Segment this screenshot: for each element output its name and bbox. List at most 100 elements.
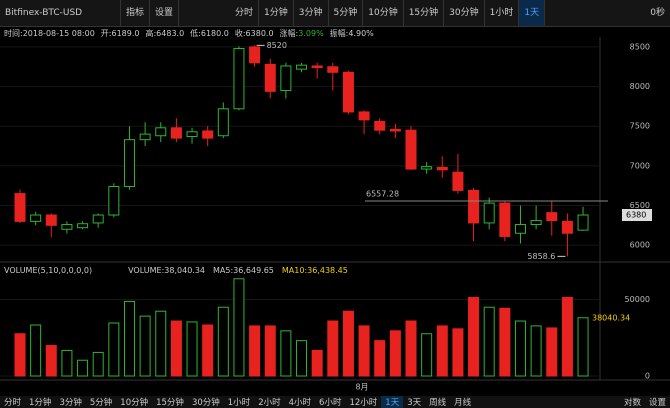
volume-bar — [155, 310, 167, 377]
volume-bar — [186, 321, 198, 377]
high-label: 8520 — [267, 41, 287, 50]
symbol[interactable]: Bitfinex-BTC-USD — [0, 0, 121, 26]
volume-ma5: MA5:36,649.65 — [213, 265, 274, 275]
volume-bar — [108, 322, 120, 377]
candle-body — [280, 65, 292, 92]
candle-body — [217, 108, 229, 137]
low-label: 5858.6 — [527, 252, 555, 261]
candle-body — [405, 129, 417, 170]
volume-tick-label: 0 — [645, 372, 650, 381]
bottom-tab[interactable]: 分时 — [4, 398, 22, 408]
bottom-tab[interactable]: 月线 — [454, 398, 472, 408]
candle-body — [546, 212, 558, 222]
y-tick-label: 6000 — [630, 241, 650, 250]
candle-body — [30, 214, 42, 222]
info-close: 收:6380.0 — [234, 28, 274, 38]
bottom-tab[interactable]: 1分钟 — [29, 398, 52, 408]
indicators-button[interactable]: 指标 — [121, 0, 151, 26]
settings-button[interactable]: 设置 — [150, 0, 180, 26]
change-value: 3.09% — [298, 28, 324, 38]
candle-body — [499, 202, 511, 237]
volume-bar — [483, 306, 495, 377]
bottom-tab[interactable]: 3天 — [407, 398, 422, 408]
bottom-tab[interactable]: 1小时 — [227, 398, 251, 408]
volume-bar — [436, 325, 448, 377]
volume-ma10: MA10:36,438.45 — [281, 265, 348, 275]
period-tab[interactable]: 5分钟 — [329, 0, 364, 26]
candle-body — [514, 224, 526, 234]
period-tab[interactable]: 分时 — [230, 0, 260, 26]
volume-bar — [249, 325, 261, 377]
bottom-right-button[interactable]: 对数 — [623, 398, 641, 408]
info-bar: 时间:2018-08-15 08:00 开:6189.0 高:6483.0 低:… — [0, 27, 374, 39]
bottom-tab[interactable]: 30分钟 — [191, 398, 220, 408]
period-tab[interactable]: 1分钟 — [259, 0, 294, 26]
bottom-tab[interactable]: 3分钟 — [59, 398, 82, 408]
bottom-tab[interactable]: 10分钟 — [120, 398, 149, 408]
toolbar: Bitfinex-BTC-USD 指标 设置 分时 1分钟 3分钟 5分钟 10分钟 15… — [0, 0, 670, 27]
volume-bar — [405, 320, 417, 377]
candle-body — [327, 66, 339, 73]
period-tab[interactable]: 30分钟 — [444, 0, 485, 26]
volume-bar — [577, 317, 589, 377]
bottom-tab[interactable]: 6小时 — [319, 398, 342, 408]
period-tab[interactable]: 1小时 — [485, 0, 520, 26]
volume-bar — [389, 330, 401, 377]
bottom-tab[interactable]: 5分钟 — [89, 398, 113, 408]
y-tick-label: 7000 — [630, 161, 650, 170]
volume-bar — [217, 306, 229, 377]
bottom-tab[interactable]: 4小时 — [288, 398, 312, 408]
volume-tick-label: 50000 — [625, 295, 650, 304]
last-volume-label: 38040.34 — [592, 313, 630, 322]
volume-bar — [61, 349, 73, 377]
last-price-box — [622, 209, 652, 222]
bottom-right-button[interactable]: 设置 — [648, 398, 666, 408]
candle-body — [233, 48, 245, 110]
info-amplitude: 振幅:4.90% — [329, 28, 374, 38]
info-time: 时间:2018-08-15 08:00 — [4, 28, 95, 38]
price-line-label: 6557.28 — [366, 189, 399, 198]
candle-body — [530, 220, 542, 226]
candle-body — [311, 65, 323, 69]
volume-value: VOLUME:38,040.34 — [128, 265, 206, 275]
bottom-tabs: 分时 1分钟 3分钟 5分钟 10分钟 15分钟 30分钟 1小时 2小时 4小时 6小时 12小时 1… — [0, 396, 670, 408]
candle-body — [389, 128, 401, 132]
volume-bar — [561, 296, 573, 377]
volume-bar — [233, 278, 245, 377]
periods: 分时 1分钟 3分钟 5分钟 10分钟 15分钟 30分钟 1小时 — [230, 0, 520, 26]
volume-bar — [311, 349, 323, 377]
candle-body — [92, 214, 104, 224]
volume-bar — [280, 330, 292, 377]
bottom-tab[interactable]: 2小时 — [258, 398, 281, 408]
candle-body — [452, 171, 464, 191]
period-select[interactable]: 1天 — [519, 0, 546, 26]
candle-body — [577, 214, 589, 231]
volume-bar — [421, 333, 433, 377]
bottom-tab[interactable]: 周线 — [429, 398, 447, 408]
candle-body — [296, 64, 308, 70]
info-change: 涨幅:3.09% — [280, 28, 324, 39]
bottom-tab[interactable]: 1天 — [381, 396, 404, 408]
volume-bar — [92, 351, 104, 377]
candle-body — [108, 185, 120, 216]
x-axis-label: 8月 — [355, 383, 368, 392]
bottom-tab[interactable]: 12小时 — [349, 398, 378, 408]
info-high: 高:6483.0 — [145, 28, 185, 38]
volume-bar — [296, 340, 308, 377]
candle-body — [77, 223, 89, 229]
period-tab[interactable]: 3分钟 — [294, 0, 329, 26]
volume-bar — [374, 340, 386, 377]
volume-info: VOLUME(5,10,0,0,0,0) VOLUME:38,040.34 MA… — [0, 264, 348, 276]
volume-bar — [139, 315, 151, 377]
period-tab[interactable]: 10分钟 — [363, 0, 404, 26]
volume-bar — [468, 296, 480, 377]
candle-body — [186, 131, 198, 138]
volume-bar — [514, 320, 526, 377]
volume-bar — [452, 328, 464, 377]
volume-params: VOLUME(5,10,0,0,0,0) — [4, 265, 93, 275]
candle-body — [139, 133, 151, 141]
y-tick-label: 6500 — [630, 201, 650, 210]
bottom-tab[interactable]: 15分钟 — [156, 398, 184, 408]
period-tab[interactable]: 15分钟 — [404, 0, 445, 26]
